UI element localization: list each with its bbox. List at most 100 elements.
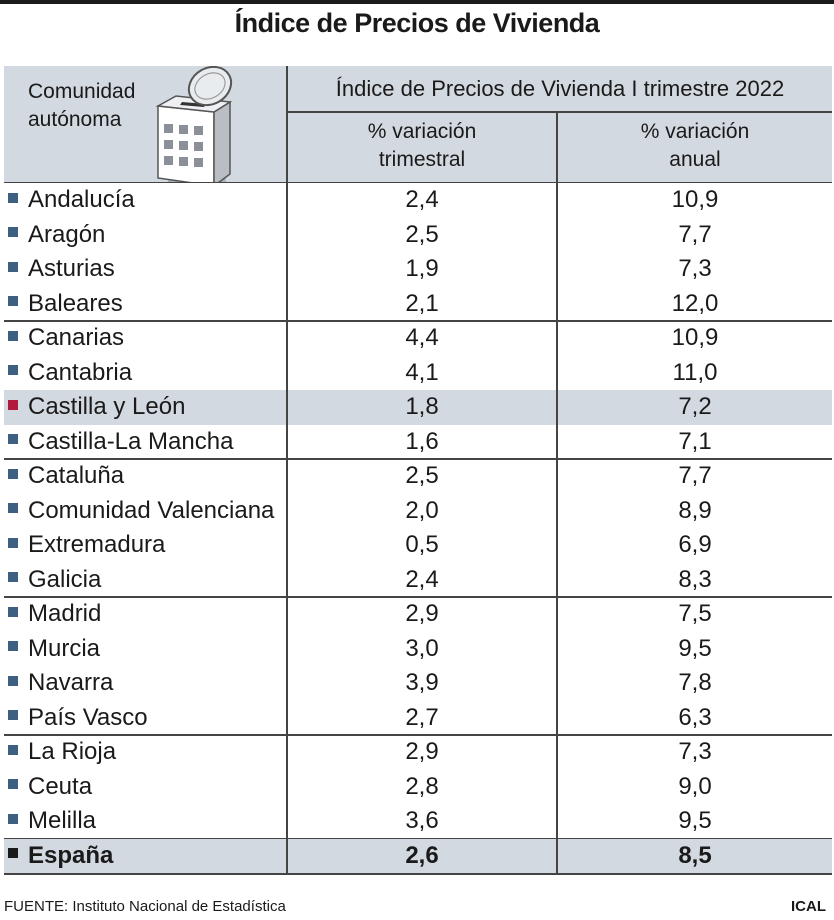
region-label: Asturias [28,255,115,282]
region-cell: La Rioja [8,735,116,770]
header-group-label: Índice de Precios de Vivienda I trimestr… [335,76,785,101]
bullet-square [8,848,18,859]
trimestral-cell: 2,9 [405,600,439,627]
region-label: Galicia [28,565,102,593]
table-row: Canarias 4,4 10,9 [4,321,832,356]
region-label: Cantabria [28,358,133,386]
group-separator [4,596,832,598]
anual-cell: 7,7 [678,220,712,248]
trimestral-cell: 1,9 [405,255,439,282]
region-label: Canarias [28,324,125,351]
header-col-divider [556,112,558,182]
anual-cell: 7,8 [678,669,712,696]
region-label: Aragón [28,220,106,248]
region-label: España [28,841,114,869]
chart-title: Índice de Precios de Vivienda [234,8,600,38]
region-label: Murcia [28,634,101,662]
header-region-line2: autónoma [28,108,122,131]
credit-label: ICAL [791,898,826,915]
trimestral-cell: 1,6 [405,427,439,455]
bullet-square [8,606,18,617]
table-row: Baleares 2,1 12,0 [4,287,832,322]
header-region-line1: Comunidad [28,80,136,103]
trimestral-cell: 2,8 [405,772,439,800]
anual-cell: 10,9 [671,186,719,213]
trimestral-cell: 2,7 [405,703,439,731]
anual-cell: 9,0 [678,772,712,800]
anual-cell: 6,3 [678,703,712,731]
trimestral-cell: 2,9 [405,738,439,765]
region-label: Cataluña [28,462,125,489]
bullet-square [8,744,18,755]
region-cell: Galicia [8,563,101,598]
table-row: Andalucía 2,4 10,9 [4,183,832,218]
top-rule [0,0,834,4]
trimestral-cell: 2,1 [405,289,439,317]
table-body: Andalucía 2,4 10,9 Aragón 2,5 7,7 Asturias 1,9 7… [4,183,832,873]
region-cell: Madrid [8,597,101,632]
bullet-square [8,641,18,652]
region-cell: Ceuta [8,770,92,805]
anual-cell: 8,9 [678,496,712,524]
header-group-divider [286,111,832,113]
region-label: Andalucía [28,186,135,213]
trimestral-cell: 3,6 [405,807,439,834]
table-header: Comunidad autónoma Ín [4,66,832,183]
header-divider [286,66,288,182]
table-row: Asturias 1,9 7,3 [4,252,832,287]
region-cell: Baleares [8,287,123,322]
bullet-square [8,710,18,721]
group-separator [4,458,832,460]
trimestral-cell: 2,4 [405,186,439,213]
region-cell: País Vasco [8,701,148,736]
header-region: Comunidad autónoma [28,78,135,134]
region-label: Navarra [28,669,114,696]
region-label: Baleares [28,289,123,317]
region-label: Ceuta [28,772,93,800]
header-col-anual-line2: anual [669,148,721,171]
region-label: Extremadura [28,531,166,558]
bullet-square [8,675,18,686]
source-note: FUENTE: Instituto Nacional de Estadístic… [4,898,286,915]
building-coin-icon [155,66,233,182]
anual-cell: 9,5 [678,634,712,662]
bullet-square [8,296,18,307]
header-col-anual-line1: % variación [640,120,750,143]
bullet-square [8,192,18,203]
body-col-divider [556,183,558,873]
region-cell: Extremadura [8,528,165,563]
trimestral-cell: 1,8 [405,393,439,420]
bullet-square [8,227,18,238]
trimestral-cell: 2,5 [405,462,439,489]
table-row: Murcia 3,0 9,5 [4,632,832,667]
bullet-square [8,537,18,548]
region-label: Comunidad Valenciana [28,496,275,524]
region-cell: Aragón [8,218,105,253]
trimestral-cell: 2,6 [405,841,439,869]
group-separator [4,320,832,322]
bullet-square [8,572,18,583]
anual-cell: 8,3 [678,565,712,593]
trimestral-cell: 4,4 [405,324,439,351]
trimestral-cell: 2,0 [405,496,439,524]
region-cell: Cataluña [8,459,124,494]
region-label: La Rioja [28,738,117,765]
table-row: Extremadura 0,5 6,9 [4,528,832,563]
region-cell: Castilla-La Mancha [8,425,233,460]
anual-cell: 7,7 [678,462,712,489]
region-cell: Cantabria [8,356,132,391]
table-row: Navarra 3,9 7,8 [4,666,832,701]
body-divider [286,183,288,873]
anual-cell: 7,3 [678,255,712,282]
region-cell: Murcia [8,632,100,667]
table-bottom-rule [4,873,832,875]
table-row: La Rioja 2,9 7,3 [4,735,832,770]
region-cell: Navarra [8,666,113,701]
region-label: País Vasco [28,703,148,731]
anual-cell: 8,5 [678,841,712,869]
anual-cell: 7,1 [678,427,712,455]
region-label: Madrid [28,600,102,627]
anual-cell: 7,3 [678,738,712,765]
header-col-trimestral: % variación trimestral [288,118,556,174]
table-row: Comunidad Valenciana 2,0 8,9 [4,494,832,529]
